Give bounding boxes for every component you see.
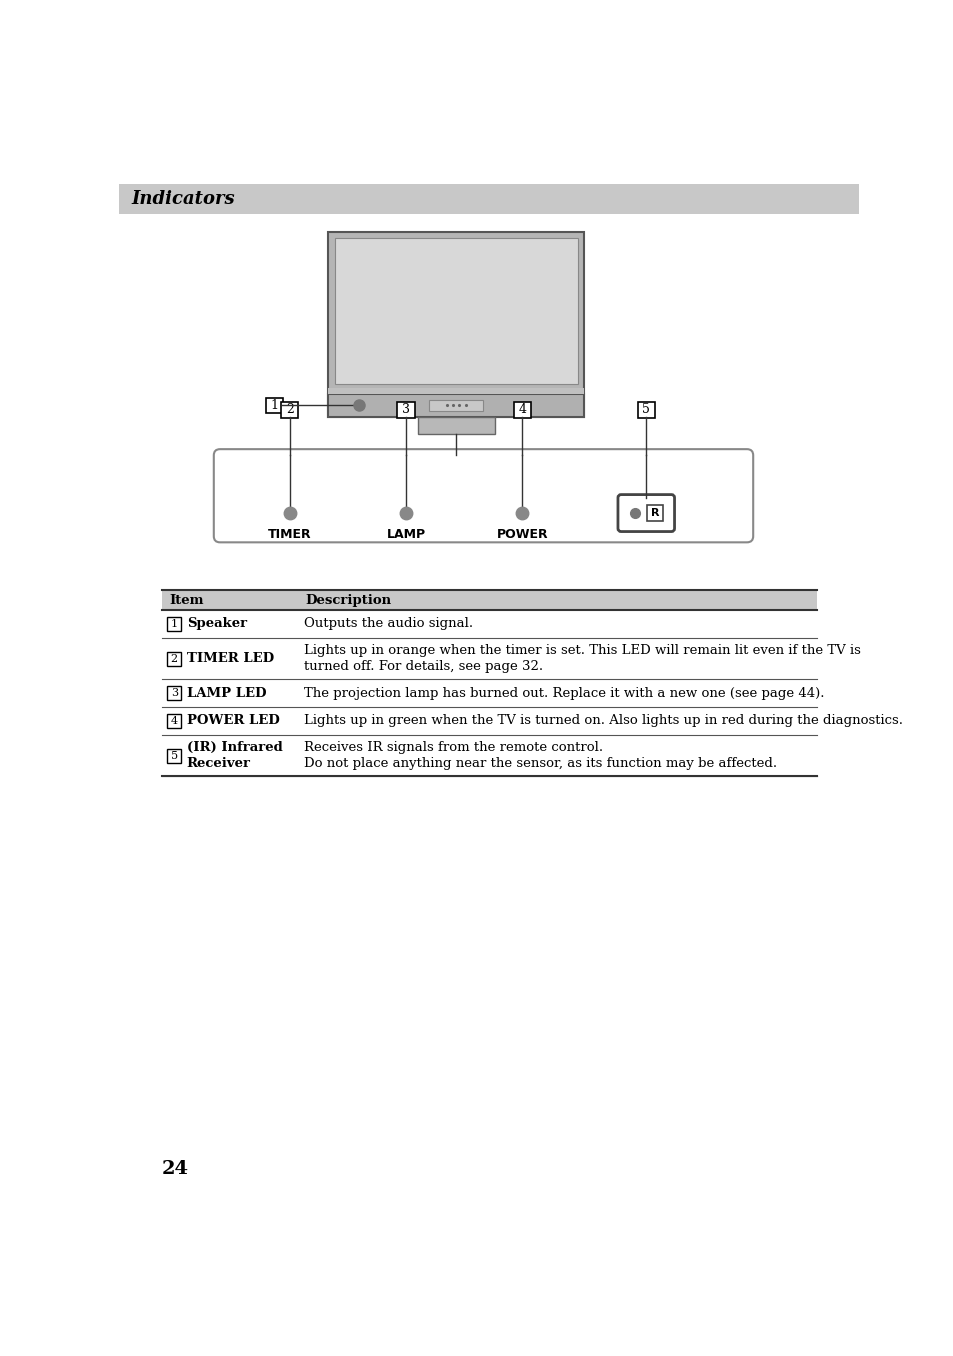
Text: Lights up in orange when the timer is set. This LED will remain lit even if the : Lights up in orange when the timer is se… [304, 644, 861, 673]
Text: 3: 3 [171, 689, 177, 698]
Text: LAMP LED: LAMP LED [187, 686, 266, 700]
Text: LAMP: LAMP [386, 529, 425, 541]
Text: Indicators: Indicators [132, 190, 235, 207]
Text: POWER: POWER [496, 529, 547, 541]
FancyBboxPatch shape [513, 403, 530, 418]
Text: POWER LED: POWER LED [187, 715, 279, 727]
Text: 24: 24 [162, 1159, 189, 1177]
Text: 5: 5 [641, 403, 650, 416]
Text: Lights up in green when the TV is turned on. Also lights up in red during the di: Lights up in green when the TV is turned… [304, 715, 902, 727]
FancyBboxPatch shape [167, 617, 181, 631]
Text: 4: 4 [171, 716, 177, 725]
FancyBboxPatch shape [328, 388, 583, 393]
Text: R: R [650, 508, 659, 518]
Text: 4: 4 [517, 403, 526, 416]
FancyBboxPatch shape [397, 403, 415, 418]
Text: 2: 2 [171, 654, 177, 663]
Text: (IR) Infrared
Receiver: (IR) Infrared Receiver [187, 742, 282, 770]
FancyBboxPatch shape [213, 449, 753, 542]
FancyBboxPatch shape [167, 715, 181, 728]
Text: The projection lamp has burned out. Replace it with a new one (see page 44).: The projection lamp has burned out. Repl… [304, 686, 824, 700]
Text: 1: 1 [270, 399, 278, 412]
Text: 1: 1 [171, 618, 177, 629]
Text: TIMER LED: TIMER LED [187, 652, 274, 664]
FancyBboxPatch shape [266, 397, 282, 414]
FancyBboxPatch shape [637, 403, 654, 418]
FancyBboxPatch shape [335, 239, 578, 385]
Text: 5: 5 [171, 751, 177, 761]
Text: Speaker: Speaker [187, 617, 247, 631]
FancyBboxPatch shape [646, 506, 661, 521]
Bar [162, 590, 816, 610]
Text: 2: 2 [286, 403, 294, 416]
FancyBboxPatch shape [417, 416, 495, 434]
FancyBboxPatch shape [167, 686, 181, 700]
FancyBboxPatch shape [328, 393, 583, 416]
FancyBboxPatch shape [167, 652, 181, 666]
Text: Receives IR signals from the remote control.
Do not place anything near the sens: Receives IR signals from the remote cont… [304, 742, 777, 770]
Text: Outputs the audio signal.: Outputs the audio signal. [304, 617, 473, 631]
FancyBboxPatch shape [167, 749, 181, 762]
Bar [119, 184, 858, 213]
Text: Item: Item [170, 594, 204, 606]
FancyBboxPatch shape [429, 400, 483, 411]
FancyBboxPatch shape [281, 403, 298, 418]
Text: 3: 3 [401, 403, 410, 416]
Text: TIMER: TIMER [268, 529, 312, 541]
FancyBboxPatch shape [618, 495, 674, 532]
FancyBboxPatch shape [328, 232, 583, 416]
Text: Description: Description [305, 594, 391, 606]
